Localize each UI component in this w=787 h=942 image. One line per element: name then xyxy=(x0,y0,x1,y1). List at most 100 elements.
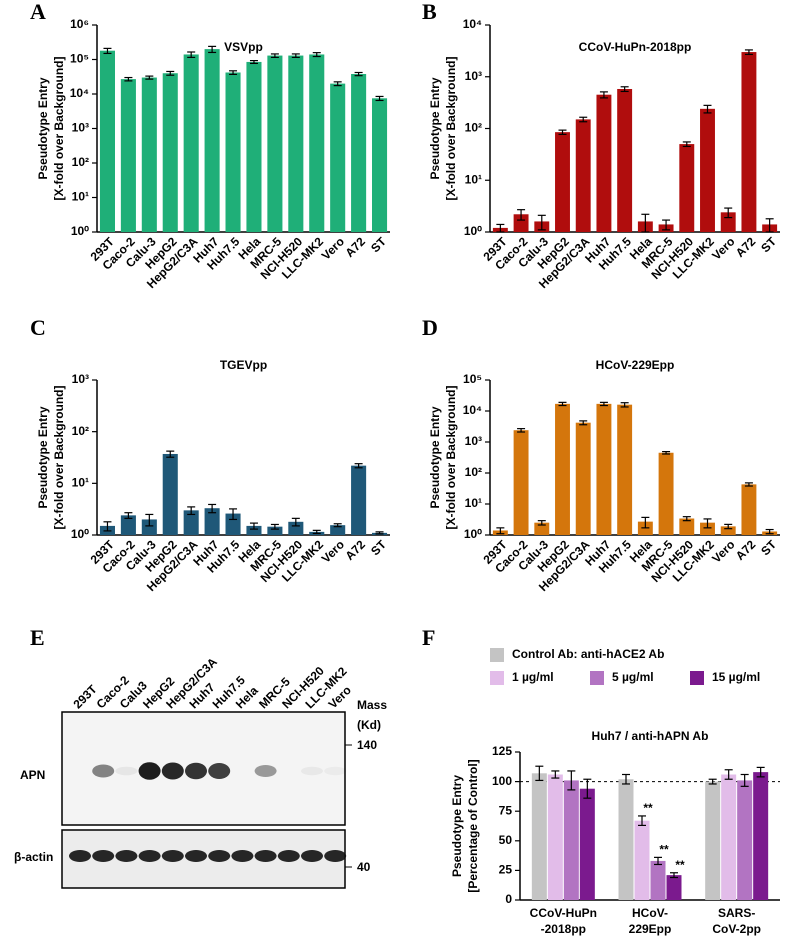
significance-label: ** xyxy=(659,843,669,857)
y-axis-label: Pseudotype Entry xyxy=(428,406,442,508)
bar xyxy=(246,61,262,233)
y-tick-label: 10¹ xyxy=(72,476,89,490)
y-tick-label: 10³ xyxy=(72,121,89,135)
y-tick-label: 10⁴ xyxy=(463,17,482,31)
x-tick-label: A72 xyxy=(343,234,369,260)
y-tick-label: 10⁰ xyxy=(464,527,482,541)
error-bar xyxy=(312,52,321,58)
error-bar xyxy=(270,53,279,59)
y-tick-label: 10⁵ xyxy=(70,52,89,66)
error-bar xyxy=(208,503,217,514)
error-bar xyxy=(620,402,629,408)
bar xyxy=(513,430,529,535)
bar xyxy=(737,780,753,900)
panel-label: D xyxy=(422,315,438,340)
significance-label: ** xyxy=(643,801,653,815)
error-bar xyxy=(724,523,733,530)
bar xyxy=(330,525,346,535)
error-bar xyxy=(249,522,258,530)
bar xyxy=(141,77,157,233)
error-bar xyxy=(229,508,238,521)
actin-band xyxy=(69,850,91,862)
error-bar xyxy=(599,401,608,407)
error-bar xyxy=(654,856,662,866)
y-axis-label: Pseudotype Entry xyxy=(428,77,442,179)
actin-band xyxy=(115,850,138,862)
bar xyxy=(351,73,367,232)
bar xyxy=(372,98,388,232)
error-bar xyxy=(551,770,560,779)
error-bar xyxy=(740,773,749,787)
bar xyxy=(721,774,737,900)
bar xyxy=(267,526,283,535)
error-bar xyxy=(756,766,765,778)
error-bar xyxy=(662,219,671,231)
x-tick-label: A72 xyxy=(343,537,369,563)
error-bar xyxy=(599,91,608,99)
actin-band xyxy=(208,850,231,862)
x-tick-label: ST xyxy=(758,234,779,255)
bar xyxy=(120,79,136,232)
apn-band xyxy=(138,762,161,780)
mass-title: (Kd) xyxy=(357,718,381,732)
bar xyxy=(288,521,304,535)
error-bar xyxy=(641,516,650,529)
error-bar xyxy=(312,529,321,535)
bar xyxy=(309,54,325,232)
bar xyxy=(162,73,178,232)
mass-label: 40 xyxy=(357,860,371,874)
x-tick-label: CoV-2pp xyxy=(712,922,761,936)
y-tick-label: 10⁴ xyxy=(463,403,482,417)
error-bar xyxy=(641,213,650,233)
bar xyxy=(596,94,612,232)
actin-band xyxy=(301,850,323,862)
error-bar xyxy=(187,51,196,59)
actin-band xyxy=(138,850,161,862)
error-bar xyxy=(583,778,592,799)
error-bar xyxy=(354,463,363,469)
chart-title: HCoV-229Epp xyxy=(596,358,675,372)
bar xyxy=(617,404,633,535)
bar xyxy=(351,465,367,535)
legend-label: 1 µg/ml xyxy=(512,670,554,684)
western-blot xyxy=(61,711,347,889)
bar xyxy=(575,422,591,535)
y-axis-label: [X-fold over Background] xyxy=(52,56,66,200)
actin-band xyxy=(231,850,254,862)
mass-label: 140 xyxy=(357,738,377,752)
error-bar xyxy=(517,428,526,433)
error-bar xyxy=(291,53,300,59)
error-bar xyxy=(103,47,112,55)
y-tick-label: 10² xyxy=(72,155,89,169)
actin-band xyxy=(277,850,300,862)
error-bar xyxy=(187,506,196,516)
error-bar xyxy=(682,141,691,148)
error-bar xyxy=(291,517,300,527)
actin-band xyxy=(185,850,207,862)
error-bar xyxy=(166,450,175,458)
bar xyxy=(120,515,136,535)
error-bar xyxy=(517,209,526,221)
error-bar xyxy=(638,815,646,827)
y-tick-label: 10⁶ xyxy=(70,17,89,31)
error-bar xyxy=(744,482,753,487)
bar xyxy=(658,452,674,535)
bar xyxy=(204,508,220,535)
bar xyxy=(741,52,757,232)
error-bar xyxy=(103,521,112,532)
apn-band xyxy=(115,766,138,776)
error-bar xyxy=(703,518,712,529)
apn-band xyxy=(161,762,184,780)
y-tick-label: 10⁰ xyxy=(71,224,89,238)
y-tick-label: 10⁴ xyxy=(70,86,89,100)
legend-label: Control Ab: anti-hACE2 Ab xyxy=(512,647,664,661)
x-tick-label: CCoV-HuPn xyxy=(530,906,597,920)
error-bar xyxy=(765,218,774,233)
y-tick-label: 10³ xyxy=(72,372,89,386)
error-bar xyxy=(622,773,630,785)
error-bar xyxy=(579,420,588,426)
legend-swatch xyxy=(490,648,504,662)
bar xyxy=(330,83,346,232)
actin-band xyxy=(254,850,277,862)
